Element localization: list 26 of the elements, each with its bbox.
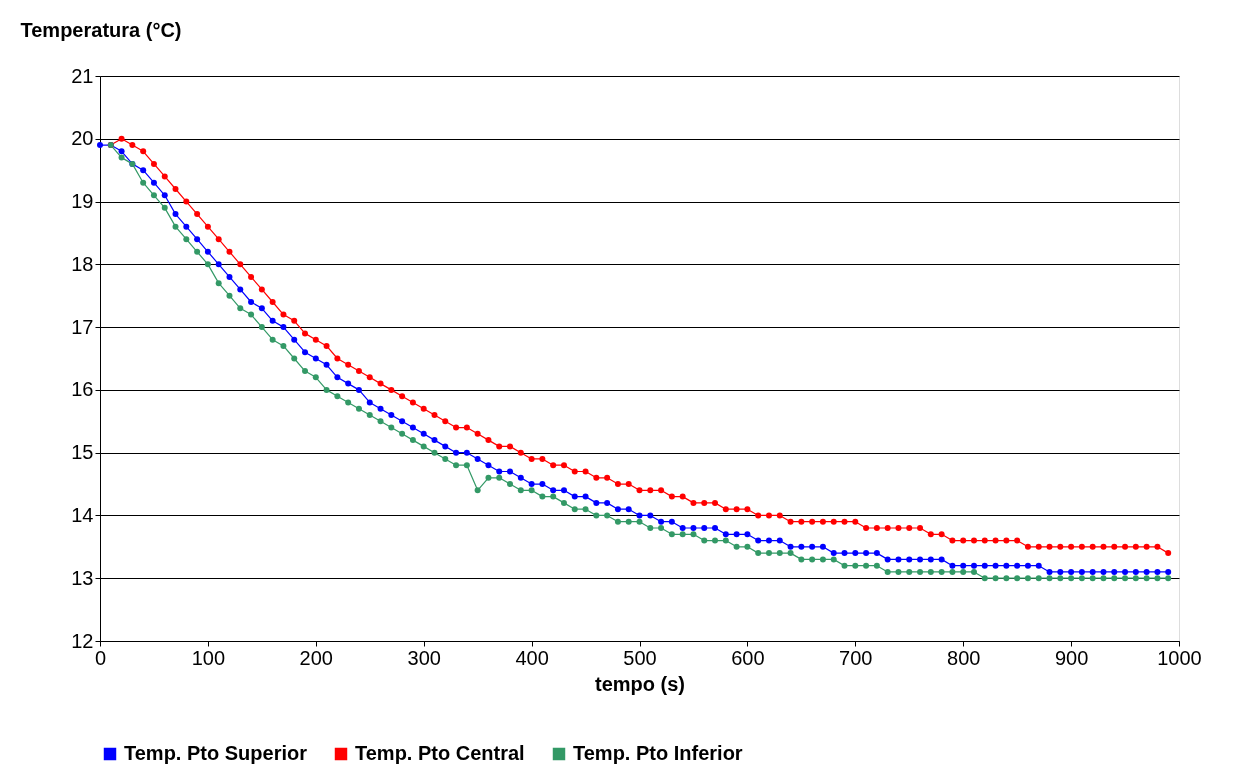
y-tick-label: 20 — [71, 127, 94, 150]
y-tick-label: 14 — [71, 503, 94, 526]
y-tick-label: 21 — [71, 64, 94, 87]
x-tick-label: 500 — [623, 646, 657, 669]
y-axis-title: Temperatura (°C) — [20, 18, 182, 41]
x-axis-title: tempo (s) — [595, 672, 685, 695]
y-tick-label: 13 — [71, 566, 94, 589]
x-tick-label: 900 — [1054, 646, 1089, 669]
y-tick-label: 15 — [71, 441, 94, 464]
legend-label: Temp. Pto Inferior — [573, 742, 743, 764]
x-tick-label: 300 — [407, 646, 441, 669]
legend-label: Temp. Pto Central — [355, 742, 525, 764]
legend-label: Temp. Pto Superior — [124, 742, 308, 764]
x-tick-label: 800 — [947, 646, 981, 669]
y-tick-label: 18 — [71, 252, 94, 275]
y-tick-label: 16 — [71, 378, 94, 401]
x-tick-label: 700 — [839, 646, 873, 669]
y-tick-label: 17 — [71, 315, 94, 338]
x-tick-label: 100 — [191, 646, 226, 669]
x-tick-label: 600 — [731, 646, 765, 669]
x-tick-label: 200 — [299, 646, 333, 669]
x-tick-label: 400 — [515, 646, 549, 669]
x-tick-label: 1000 — [1157, 646, 1202, 669]
y-tick-label: 12 — [71, 629, 94, 652]
y-tick-label: 19 — [71, 190, 94, 213]
x-tick-label: 0 — [94, 646, 107, 669]
